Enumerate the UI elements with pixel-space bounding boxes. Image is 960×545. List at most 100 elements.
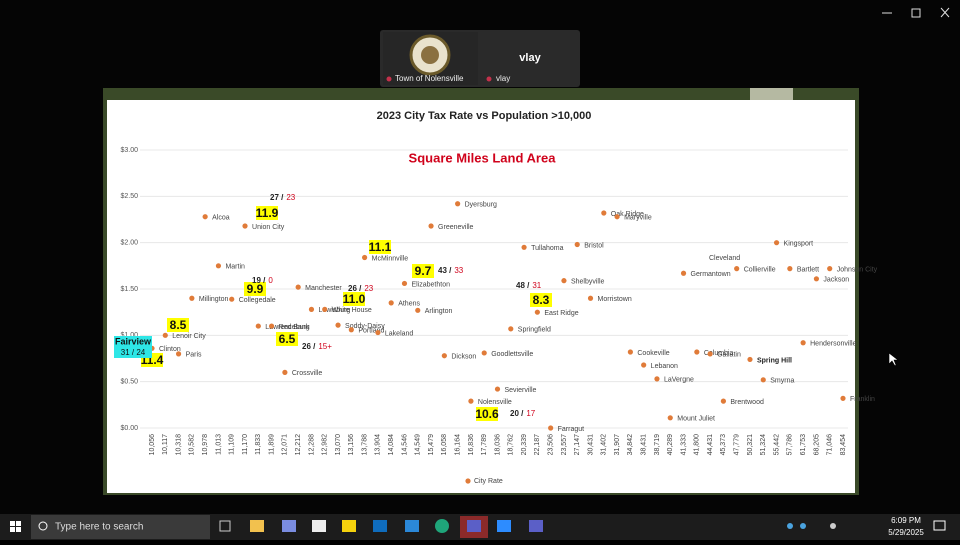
data-point <box>308 306 315 312</box>
area-label: 11.0 <box>343 292 366 306</box>
x-tick-label: 23,506 <box>547 434 554 456</box>
x-tick-label: 27,147 <box>574 434 581 456</box>
rank-total: 15+ <box>318 342 332 351</box>
data-point <box>468 398 474 404</box>
x-tick-label: 44,431 <box>707 434 714 456</box>
data-point <box>375 329 381 336</box>
participant-name: Town of Nolensville <box>395 74 464 83</box>
notifications[interactable] <box>933 520 946 531</box>
x-tick-label: 40,289 <box>667 434 674 456</box>
mic-off-icon <box>486 76 492 82</box>
app-icon[interactable] <box>529 520 543 532</box>
point-label: Springfield <box>518 327 551 334</box>
search-box[interactable] <box>31 515 210 539</box>
rank-label: 48 /31 <box>516 281 542 290</box>
point-label: Red Bank <box>279 324 310 331</box>
y-tick-label: $3.00 <box>120 147 138 154</box>
tray-icons[interactable] <box>770 522 850 530</box>
point-label: Portland <box>358 328 384 335</box>
point-label: Brentwood <box>730 399 764 406</box>
point-label: Nolensville <box>478 399 512 406</box>
x-tick-label: 14,084 <box>388 434 395 456</box>
y-tick-label: $2.50 <box>120 193 138 200</box>
data-point <box>441 353 447 359</box>
point-label: Athens <box>398 301 420 308</box>
point-label: Lewisburg <box>318 307 350 314</box>
rank-value: 19 / <box>252 276 266 285</box>
point-label: Collegedale <box>239 297 276 304</box>
data-point <box>574 241 580 248</box>
y-tick-label: $1.00 <box>120 332 138 339</box>
point-label: Tullahoma <box>531 245 564 252</box>
x-tick-label: 13,788 <box>361 434 368 456</box>
x-tick-label: 55,442 <box>773 434 780 456</box>
x-tick-label: 10,056 <box>149 434 156 456</box>
point-label: Farragut <box>558 426 585 433</box>
point-label: Soddy-Daisy <box>345 323 385 330</box>
point-label: Dickson <box>451 354 476 361</box>
data-point <box>175 351 182 357</box>
rank-total: 0 <box>268 276 273 285</box>
area-label-bg <box>256 206 278 220</box>
x-tick-label: 50,321 <box>747 434 754 456</box>
point-label: Paris <box>186 352 202 359</box>
x-tick-label: 11,013 <box>215 434 222 455</box>
point-label: Bartlett <box>797 266 819 273</box>
app-teams[interactable] <box>467 520 481 532</box>
data-point <box>415 307 421 313</box>
data-point <box>242 223 248 229</box>
app-edge[interactable] <box>435 519 449 533</box>
task-view[interactable] <box>219 520 231 532</box>
highlight-box <box>114 336 152 358</box>
rank-total: 17 <box>526 409 535 418</box>
restore-button[interactable] <box>911 8 921 18</box>
y-tick-label: $2.00 <box>120 240 138 247</box>
participant-tile[interactable] <box>480 32 577 85</box>
x-tick-label: 22,187 <box>534 434 541 456</box>
data-point <box>627 349 633 355</box>
point-label: Shelbyville <box>571 279 605 286</box>
chart-title: 2023 City Tax Rate vs Population >10,000 <box>377 110 592 122</box>
x-tick-label: 12,288 <box>308 434 315 456</box>
participant-name: vlay <box>496 74 510 83</box>
app-zoom[interactable] <box>497 520 511 532</box>
data-point <box>335 322 341 328</box>
point-label: Hendersonville <box>810 341 856 348</box>
app-sticky-notes[interactable] <box>342 520 356 532</box>
x-tick-label: 10,318 <box>175 434 182 456</box>
data-point <box>773 240 780 246</box>
point-label: Millington <box>199 296 229 303</box>
tray-icon[interactable] <box>800 523 806 529</box>
slide-tab <box>750 88 793 100</box>
point-label: Cleveland <box>709 255 740 262</box>
close-button[interactable] <box>940 7 950 18</box>
point-label: Lawrenceburg <box>265 324 309 331</box>
app-outlook[interactable] <box>373 520 387 532</box>
area-label: 8.5 <box>170 318 187 332</box>
point-label: Smyrna <box>770 378 794 385</box>
app-explorer[interactable] <box>250 520 264 532</box>
rank-total: 23 <box>286 193 295 202</box>
point-label: Alcoa <box>212 215 230 222</box>
data-point <box>641 362 647 368</box>
tray-icon[interactable] <box>830 523 836 529</box>
app-icon[interactable] <box>312 520 326 532</box>
data-point <box>534 309 540 315</box>
x-tick-label: 71,046 <box>827 434 834 456</box>
area-label-bg <box>412 264 434 278</box>
app-icon[interactable] <box>405 520 419 532</box>
point-label: East Ridge <box>544 310 578 317</box>
x-tick-label: 16,058 <box>441 434 448 456</box>
rank-value: 26 / <box>302 342 316 351</box>
x-tick-label: 38,719 <box>654 434 661 456</box>
rank-value: 26 / <box>348 284 362 293</box>
rank-value: 48 / <box>516 281 530 290</box>
app-icon[interactable] <box>282 520 296 532</box>
start-button[interactable] <box>10 521 21 532</box>
data-point <box>322 306 328 312</box>
tray-icon[interactable] <box>787 523 793 529</box>
x-tick-label: 31,907 <box>614 434 621 456</box>
x-tick-label: 17,789 <box>481 434 488 456</box>
point-label: Lenoir City <box>172 333 206 340</box>
point-label: Cookeville <box>637 350 669 357</box>
